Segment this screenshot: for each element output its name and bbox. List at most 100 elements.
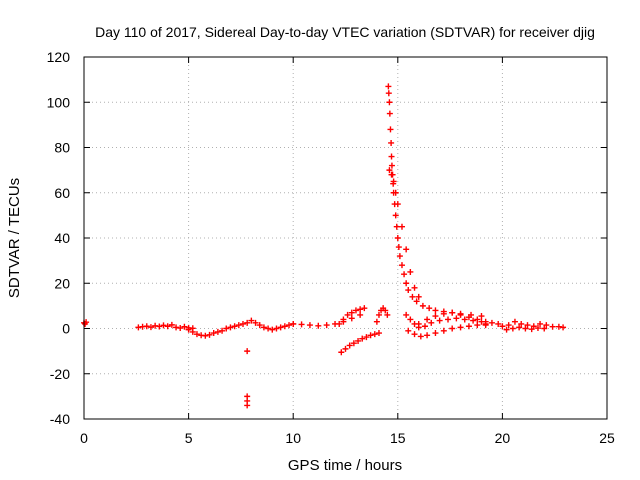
data-point [522,325,529,332]
data-point [453,315,460,322]
data-point [436,317,443,324]
data-point [181,323,188,330]
data-point [549,323,556,330]
data-point [560,324,567,331]
data-point [338,349,345,356]
data-point [160,322,167,329]
data-point [428,319,435,326]
data-point [411,331,418,338]
data-point [392,212,399,219]
data-point [355,337,362,344]
series-arc-16-19-c [415,309,489,327]
data-point [231,323,238,330]
y-axis-label: SDTVAR / TECUs [6,178,23,298]
data-point [413,298,420,305]
data-point [193,331,200,338]
data-point [323,322,330,329]
data-point [375,330,382,337]
y-tick-label: 100 [47,94,71,110]
data-point [202,332,209,339]
data-point [424,332,431,339]
data-point [388,153,395,160]
data-point [239,320,246,327]
data-point [396,253,403,260]
data-point [384,311,391,318]
data-point [421,323,428,330]
data-points [81,83,567,409]
data-point [164,323,171,330]
data-point [457,324,464,331]
data-point [394,201,401,208]
data-point [273,325,280,332]
data-point [488,319,495,326]
data-point [235,322,242,329]
data-point [395,244,402,251]
data-point [346,342,353,349]
data-point [385,83,392,90]
data-point [375,311,382,318]
series-arc-8-10 [248,317,297,333]
data-point [388,162,395,169]
data-point [409,293,416,300]
data-point [432,330,439,337]
data-point [387,126,394,133]
series-rise-12-13 [336,305,368,327]
data-point [392,189,399,196]
data-point [405,287,412,294]
data-point [393,223,400,230]
data-point [449,309,456,316]
data-point [424,316,431,323]
y-tick-label: -40 [50,411,70,427]
data-point [417,333,424,340]
data-point [363,334,370,341]
data-point [143,323,150,330]
data-point [223,325,230,332]
data-point [415,320,422,327]
data-point [359,335,366,342]
y-tick-label: 80 [54,140,70,156]
data-point [432,307,439,314]
y-tick-label: 120 [47,49,71,65]
data-point [401,271,408,278]
data-point [361,305,368,312]
data-point [403,311,410,318]
data-point [394,235,401,241]
data-point [185,326,192,333]
data-point [461,316,468,323]
data-point [244,348,251,355]
data-point [474,322,481,329]
data-point [403,246,410,253]
data-point [357,311,364,318]
data-point [405,327,412,334]
series-tail-upper [386,167,422,300]
data-point [518,320,525,327]
data-point [398,262,405,269]
data-point [398,223,405,230]
data-point [541,325,548,332]
data-point [348,309,355,316]
data-point [373,318,380,325]
data-point [415,293,422,300]
data-point [281,323,288,330]
data-point [386,110,393,117]
data-point [407,268,414,275]
data-point [440,327,447,334]
data-point [256,322,263,329]
data-point [244,319,251,326]
data-point [386,99,393,106]
y-tick-label: 40 [54,230,70,246]
data-point [388,139,395,146]
data-point [509,325,516,332]
data-point [528,326,535,333]
data-point [407,316,414,323]
data-point [306,322,313,329]
data-point [336,320,343,327]
data-point [344,311,351,318]
data-point [298,321,305,328]
data-point [543,322,550,329]
grid-lines [84,57,607,419]
x-tick-label: 5 [185,430,193,446]
data-point [210,330,217,337]
data-point [388,171,395,178]
